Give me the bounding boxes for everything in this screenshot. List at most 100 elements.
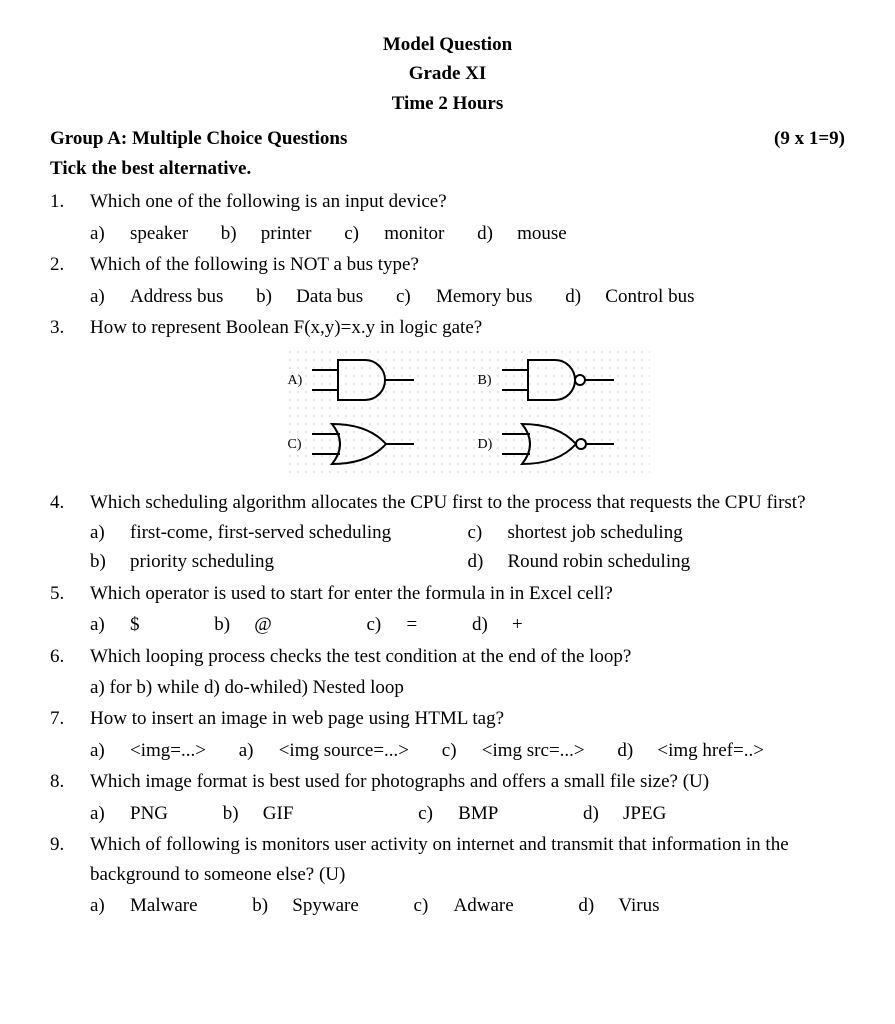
question-9: 9. Which of following is monitors user a… <box>50 830 845 920</box>
option-text: + <box>512 614 523 635</box>
option-text: priority scheduling <box>130 547 274 576</box>
or-gate-icon <box>310 416 420 472</box>
question-number: 7. <box>50 704 90 765</box>
nor-gate-icon <box>500 416 620 472</box>
option-text: JPEG <box>623 803 666 824</box>
option-label: a) <box>239 736 279 765</box>
question-4: 4. Which scheduling algorithm allocates … <box>50 488 845 576</box>
option-text: Round robin scheduling <box>508 547 691 576</box>
question-7: 7. How to insert an image in web page us… <box>50 704 845 765</box>
option-text: <img=...> <box>130 740 206 761</box>
option-label: d) <box>578 891 618 920</box>
option-text: = <box>407 614 418 635</box>
option-label: c) <box>414 891 454 920</box>
gate-option-d: D) <box>478 416 648 472</box>
option-label: B) <box>478 370 500 392</box>
option-label: a) <box>90 282 130 311</box>
option-label: a) <box>90 518 130 547</box>
option-label: d) <box>617 736 657 765</box>
options: a) for b) while d) do-whiled) Nested loo… <box>90 673 845 702</box>
option-text: printer <box>261 223 312 244</box>
option-text: Memory bus <box>436 286 533 307</box>
question-text: Which scheduling algorithm allocates the… <box>90 488 845 517</box>
option-text: BMP <box>458 803 498 824</box>
question-6: 6. Which looping process checks the test… <box>50 642 845 703</box>
question-text: Which looping process checks the test co… <box>90 642 845 671</box>
doc-title: Model Question <box>50 30 845 59</box>
question-2: 2. Which of the following is NOT a bus t… <box>50 250 845 311</box>
option-text: <img href=..> <box>657 740 764 761</box>
options: a)Address bus b)Data bus c)Memory bus d)… <box>90 282 845 311</box>
option-label: c) <box>367 610 407 639</box>
options: a)<img=...> a)<img source=...> c)<img sr… <box>90 736 845 765</box>
question-8: 8. Which image format is best used for p… <box>50 767 845 828</box>
option-text: Control bus <box>605 286 694 307</box>
option-label: b) <box>221 219 261 248</box>
option-text: Virus <box>618 895 659 916</box>
option-text: $ <box>130 614 140 635</box>
question-text: Which of following is monitors user acti… <box>90 830 845 889</box>
option-label: a) <box>90 891 130 920</box>
question-number: 3. <box>50 313 90 486</box>
option-text: mouse <box>517 223 567 244</box>
option-text: first-come, first-served scheduling <box>130 518 391 547</box>
option-text: speaker <box>130 223 188 244</box>
instruction: Tick the best alternative. <box>50 154 845 183</box>
option-label: d) <box>583 799 623 828</box>
question-text: Which image format is best used for phot… <box>90 767 845 796</box>
question-text: Which of the following is NOT a bus type… <box>90 250 845 279</box>
options: a)$ b)@ c)= d)+ <box>90 610 845 639</box>
nand-gate-icon <box>500 352 620 408</box>
option-label: c) <box>468 518 508 547</box>
option-text: Data bus <box>296 286 363 307</box>
question-number: 1. <box>50 187 90 248</box>
option-text: Spyware <box>292 895 358 916</box>
question-number: 2. <box>50 250 90 311</box>
question-text: Which one of the following is an input d… <box>90 187 845 216</box>
option-label: b) <box>256 282 296 311</box>
option-label: a) <box>90 219 130 248</box>
option-label: D) <box>478 434 500 456</box>
option-label: c) <box>442 736 482 765</box>
option-label: d) <box>472 610 512 639</box>
question-number: 8. <box>50 767 90 828</box>
gate-option-a: A) <box>288 352 458 408</box>
option-text: @ <box>254 614 272 635</box>
question-text: How to insert an image in web page using… <box>90 704 845 733</box>
question-3: 3. How to represent Boolean F(x,y)=x.y i… <box>50 313 845 486</box>
option-text: Adware <box>454 895 514 916</box>
doc-time: Time 2 Hours <box>50 89 845 118</box>
and-gate-icon <box>310 352 420 408</box>
question-1: 1. Which one of the following is an inpu… <box>50 187 845 248</box>
options: a)Malware b)Spyware c)Adware d)Virus <box>90 891 845 920</box>
option-label: a) <box>90 610 130 639</box>
option-text: shortest job scheduling <box>508 518 683 547</box>
option-label: a) <box>90 799 130 828</box>
option-text: <img source=...> <box>279 740 409 761</box>
option-label: c) <box>344 219 384 248</box>
option-text: Malware <box>130 895 198 916</box>
option-label: d) <box>468 547 508 576</box>
option-label: b) <box>252 891 292 920</box>
option-text: <img src=...> <box>482 740 585 761</box>
option-text: GIF <box>263 803 294 824</box>
question-number: 9. <box>50 830 90 920</box>
option-label: C) <box>288 434 310 456</box>
option-label: c) <box>418 799 458 828</box>
logic-gate-options: A) B) C) <box>286 348 650 476</box>
doc-grade: Grade XI <box>50 59 845 88</box>
option-label: d) <box>477 219 517 248</box>
question-number: 6. <box>50 642 90 703</box>
question-text: Which operator is used to start for ente… <box>90 579 845 608</box>
option-label: b) <box>214 610 254 639</box>
group-label: Group A: Multiple Choice Questions <box>50 124 347 153</box>
option-label: c) <box>396 282 436 311</box>
gate-option-b: B) <box>478 352 648 408</box>
options: a)first-come, first-served scheduling c)… <box>90 518 845 577</box>
option-label: A) <box>288 370 310 392</box>
option-text: Address bus <box>130 286 223 307</box>
question-text: How to represent Boolean F(x,y)=x.y in l… <box>90 313 845 342</box>
option-label: d) <box>565 282 605 311</box>
option-text: monitor <box>384 223 444 244</box>
question-number: 4. <box>50 488 90 576</box>
